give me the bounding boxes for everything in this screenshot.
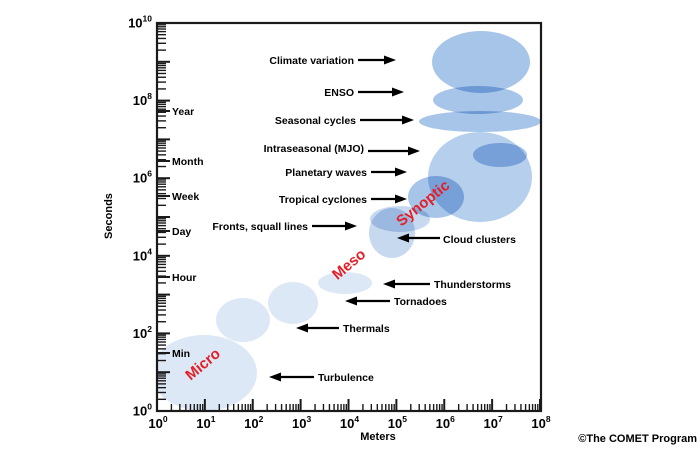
x-tick-label-1e1: 101: [196, 414, 215, 431]
time-label-min: Min: [172, 348, 190, 360]
y-tick-label-1e6: 106: [133, 169, 152, 186]
label-tornadoes: Tornadoes: [394, 296, 447, 308]
label-climate-variation: Climate variation: [269, 55, 354, 67]
arrow-head-planetary-waves: [395, 167, 407, 177]
time-label-year: Year: [172, 106, 194, 118]
bubble-unlabeled: [216, 298, 270, 342]
x-tick-label-1e0: 100: [148, 414, 167, 431]
label-thermals: Thermals: [343, 323, 390, 335]
time-label-day: Day: [172, 226, 191, 238]
x-tick-label-1e2: 102: [244, 414, 263, 431]
x-tick-label-1e8: 108: [531, 414, 550, 431]
y-tick-label-1e0: 100: [133, 402, 152, 419]
x-axis-title: Meters: [360, 431, 395, 443]
label-intraseasonal-mjo: Intraseasonal (MJO): [264, 143, 364, 155]
bubble-climate-variation: [432, 31, 530, 93]
x-tick-label-1e7: 107: [484, 414, 503, 431]
arrow-head-cloud-clusters: [397, 233, 409, 243]
arrow-head-seasonal-cycles: [402, 115, 414, 125]
arrow-head-thunderstorms: [383, 279, 395, 289]
arrow-head-thermals: [296, 323, 308, 333]
label-seasonal-cycles: Seasonal cycles: [275, 115, 356, 127]
time-label-hour: Hour: [172, 272, 197, 284]
arrow-head-intraseasonal-mjo: [408, 146, 420, 156]
annotations-group: Climate variation ENSO Seasonal cycles Intr…: [212, 55, 516, 384]
label-tropical-cyclones: Tropical cyclones: [279, 194, 367, 206]
label-cloud-clusters: Cloud clusters: [443, 234, 516, 246]
bubble-turbulence: [157, 335, 257, 411]
y-tick-label-1e10: 1010: [128, 14, 152, 31]
bubble-enso: [433, 86, 523, 114]
arrow-head-climate-variation: [384, 55, 396, 65]
credit-text: ©The COMET Program: [578, 433, 697, 445]
time-label-week: Week: [172, 191, 199, 203]
arrow-head-enso: [392, 87, 404, 97]
label-turbulence: Turbulence: [318, 372, 374, 384]
arrow-head-tornadoes: [345, 296, 357, 306]
bubble-tornadoes-thunderstorms: [318, 272, 372, 294]
label-fronts-squall-lines: Fronts, squall lines: [212, 221, 308, 233]
y-tick-label-1e8: 108: [133, 91, 152, 108]
x-tick-label-1e3: 103: [292, 414, 311, 431]
y-axis-title: Seconds: [103, 193, 115, 239]
bubble-unlabeled: [473, 143, 527, 167]
arrow-head-turbulence: [269, 372, 281, 382]
y-tick-label-1e2: 102: [133, 324, 152, 341]
arrow-head-fronts-squall-lines: [345, 221, 357, 231]
arrow-head-tropical-cyclones: [395, 194, 407, 204]
x-tick-label-1e4: 104: [340, 414, 359, 431]
ticks-group: [156, 22, 541, 412]
x-tick-label-1e5: 105: [388, 414, 407, 431]
bubble-thermals: [268, 282, 318, 324]
bubble-fronts-squall-lines: [370, 206, 430, 232]
bubbles-group: [157, 31, 541, 411]
y-tick-label-1e4: 104: [133, 246, 152, 263]
label-planetary-waves: Planetary waves: [285, 167, 367, 179]
time-label-month: Month: [172, 156, 204, 168]
tick-labels-group: 100 101 102 103 104 105 106 107 108 100 102 104 106 1…: [128, 14, 551, 432]
label-thunderstorms: Thunderstorms: [434, 279, 511, 291]
bubble-seasonal-cycles: [419, 111, 541, 132]
plot-border: [155, 21, 543, 413]
x-tick-label-1e6: 106: [436, 414, 455, 431]
label-enso: ENSO: [324, 87, 354, 99]
